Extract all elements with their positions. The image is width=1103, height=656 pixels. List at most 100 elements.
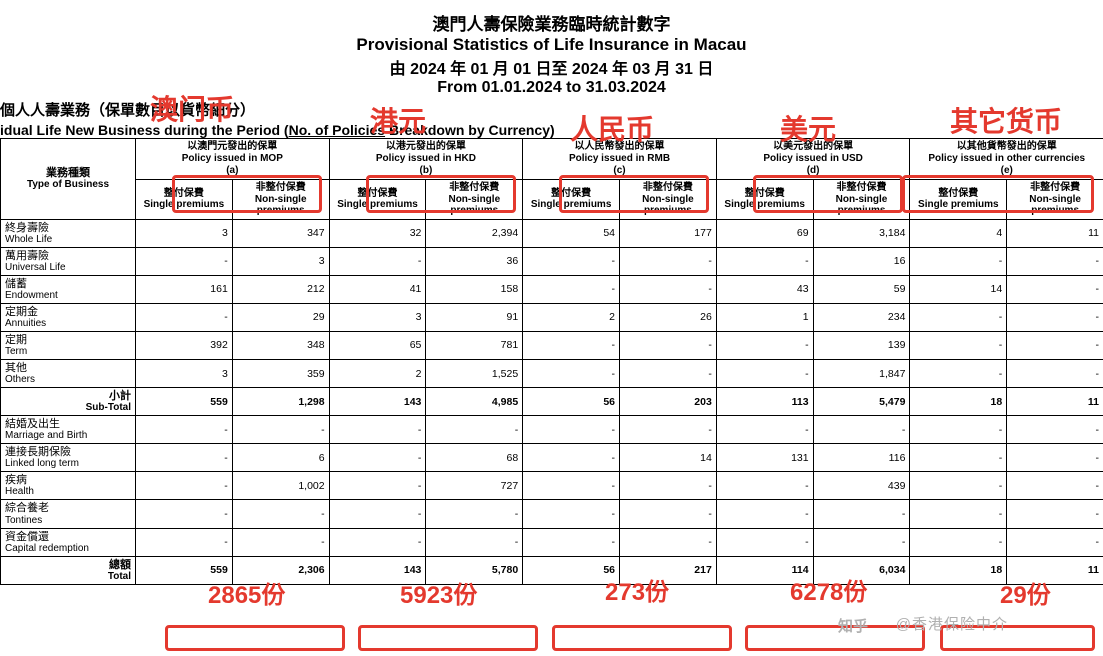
cell: 1,847 (813, 359, 910, 387)
cell: - (1007, 359, 1103, 387)
row-label: 結婚及出生Marriage and Birth (1, 416, 136, 444)
cell: - (136, 528, 233, 556)
group-hkd-en: Policy issued in HKD (334, 153, 519, 165)
cell: - (136, 500, 233, 528)
section-en: idual Life New Business during the Perio… (0, 122, 1103, 138)
row-label: 小計Sub-Total (1, 388, 136, 416)
cell: 11 (1007, 219, 1103, 247)
subcol-header-row: 整付保費Single premiums非整付保費Non-single premi… (1, 180, 1103, 220)
annotation-total-box (940, 625, 1095, 651)
cell: - (716, 359, 813, 387)
cell: 1,525 (426, 359, 523, 387)
table-body: 終身壽險Whole Life3347322,39454177693,184411… (1, 219, 1103, 584)
group-rmb-suffix: (c) (527, 165, 712, 177)
group-other-cn: 以其他貨幣發出的保單 (914, 141, 1099, 153)
report-header: 澳門人壽保險業務臨時統計數字 Provisional Statistics of… (0, 0, 1103, 97)
annotation-total-box (745, 625, 925, 651)
group-mop: 以澳門元發出的保單 Policy issued in MOP (a) (136, 139, 330, 180)
cell: 29 (232, 303, 329, 331)
table-row: 儲蓄Endowment16121241158--435914- (1, 275, 1103, 303)
row-label: 定期金Annuities (1, 303, 136, 331)
cell: 3,184 (813, 219, 910, 247)
cell: 1,002 (232, 472, 329, 500)
table-row: 定期Term39234865781---139-- (1, 331, 1103, 359)
cell: - (136, 247, 233, 275)
cell: 161 (136, 275, 233, 303)
subcol-single: 整付保費Single premiums (523, 180, 620, 220)
table-row: 終身壽險Whole Life3347322,39454177693,184411 (1, 219, 1103, 247)
cell: - (1007, 528, 1103, 556)
row-label: 總額Total (1, 556, 136, 584)
section-en-underline: No. of Policies (289, 122, 385, 138)
group-other: 以其他貨幣發出的保單 Policy issued in other curren… (910, 139, 1103, 180)
cell: - (232, 416, 329, 444)
cell: 131 (716, 444, 813, 472)
subcol-nonsingle: 非整付保費Non-single premiums (426, 180, 523, 220)
group-usd-suffix: (d) (721, 165, 906, 177)
group-mop-cn: 以澳門元發出的保單 (140, 141, 325, 153)
cell: 727 (426, 472, 523, 500)
cell: - (716, 416, 813, 444)
table-row: 定期金Annuities-293912261234-- (1, 303, 1103, 331)
cell: 11 (1007, 556, 1103, 584)
cell: 6 (232, 444, 329, 472)
cell: - (523, 500, 620, 528)
annotation-total-box (165, 625, 345, 651)
row-label: 萬用壽險Universal Life (1, 247, 136, 275)
cell: 6,034 (813, 556, 910, 584)
cell: 56 (523, 556, 620, 584)
cell: 32 (329, 219, 426, 247)
cell: - (329, 528, 426, 556)
date-range-en: From 01.01.2024 to 31.03.2024 (0, 79, 1103, 97)
cell: - (716, 331, 813, 359)
cell: - (620, 247, 717, 275)
group-hkd: 以港元發出的保單 Policy issued in HKD (b) (329, 139, 523, 180)
cell: 143 (329, 556, 426, 584)
title-en: Provisional Statistics of Life Insurance… (0, 35, 1103, 55)
cell: 2 (329, 359, 426, 387)
subcol-nonsingle: 非整付保費Non-single premiums (1007, 180, 1103, 220)
cell: 56 (523, 388, 620, 416)
cell: 18 (910, 388, 1007, 416)
cell: - (1007, 416, 1103, 444)
cell: 3 (329, 303, 426, 331)
group-usd-en: Policy issued in USD (721, 153, 906, 165)
cell: 177 (620, 219, 717, 247)
table-row: 綜合養老Tontines---------- (1, 500, 1103, 528)
subcol-single: 整付保費Single premiums (716, 180, 813, 220)
cell: - (1007, 247, 1103, 275)
annotation-total-box (552, 625, 732, 651)
cell: 217 (620, 556, 717, 584)
cell: 439 (813, 472, 910, 500)
cell: 4,985 (426, 388, 523, 416)
cell: - (523, 416, 620, 444)
cell: 36 (426, 247, 523, 275)
cell: - (716, 247, 813, 275)
cell: - (329, 444, 426, 472)
cell: - (136, 303, 233, 331)
cell: 5,780 (426, 556, 523, 584)
policy-table: 業務種類 Type of Business 以澳門元發出的保單 Policy i… (0, 138, 1103, 585)
title-cn: 澳門人壽保險業務臨時統計數字 (0, 10, 1103, 35)
cell: - (813, 416, 910, 444)
cell: - (1007, 500, 1103, 528)
cell: - (910, 416, 1007, 444)
cell: 91 (426, 303, 523, 331)
cell: - (136, 472, 233, 500)
cell: 139 (813, 331, 910, 359)
cell: - (426, 500, 523, 528)
cell: - (232, 500, 329, 528)
table-row: 疾病Health-1,002-727---439-- (1, 472, 1103, 500)
cell: 114 (716, 556, 813, 584)
cell: 116 (813, 444, 910, 472)
cell: - (716, 528, 813, 556)
cell: 18 (910, 556, 1007, 584)
cell: - (910, 331, 1007, 359)
cell: 2,306 (232, 556, 329, 584)
subcol-nonsingle: 非整付保費Non-single premiums (813, 180, 910, 220)
row-label: 定期Term (1, 331, 136, 359)
table-head: 業務種類 Type of Business 以澳門元發出的保單 Policy i… (1, 139, 1103, 220)
cell: - (136, 416, 233, 444)
cell: - (620, 528, 717, 556)
cell: 348 (232, 331, 329, 359)
